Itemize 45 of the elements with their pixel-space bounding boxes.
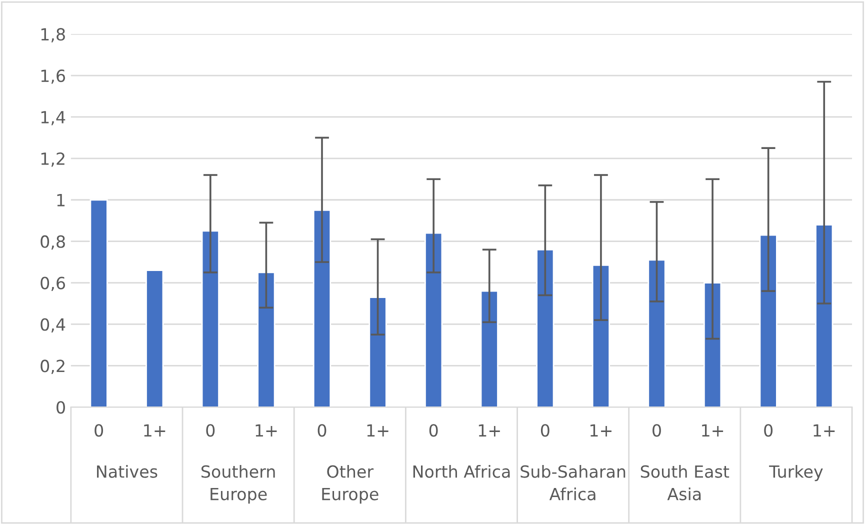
y-tick-label: 0,2	[40, 360, 64, 374]
bar	[815, 224, 834, 408]
text: North Africa	[413, 464, 510, 478]
y-tick-label: 1,6	[41, 69, 66, 84]
bar	[536, 248, 554, 408]
text: Natives	[97, 464, 158, 478]
y-tick-label: 0	[56, 401, 65, 414]
bar	[312, 210, 332, 408]
text: Southern Europe	[202, 464, 275, 504]
bar	[703, 282, 722, 408]
x-tick-label: 0	[206, 424, 215, 437]
x-tick-label: 0	[652, 424, 661, 437]
x-tick-label: 1+	[702, 424, 724, 436]
x-tick-label: 0	[540, 424, 550, 437]
x-tick-label: 0	[94, 424, 104, 437]
y-tick-label: 0,8	[40, 235, 65, 250]
y-tick-label: 0,4	[40, 318, 66, 333]
x-tick-label: 0	[429, 424, 438, 437]
bar	[592, 264, 610, 408]
bar	[480, 290, 498, 408]
text: Sub-Saharan Africa	[520, 464, 626, 500]
text: Other Europe	[322, 464, 378, 504]
bar	[648, 259, 666, 408]
x-tick-label: 1+	[256, 424, 277, 436]
bar	[424, 232, 443, 408]
y-tick-label: 0,6	[40, 276, 66, 292]
y-tick-label: 1,8	[41, 28, 65, 42]
y-tick-label: 1	[57, 194, 65, 206]
bar	[90, 199, 108, 408]
y-tick-label: 1,4	[41, 111, 66, 126]
text: Turkey	[769, 464, 823, 482]
x-tick-label: 0	[764, 424, 773, 437]
x-tick-label: 1+	[144, 424, 166, 436]
y-tick-label: 1,2	[41, 152, 64, 167]
x-tick-label: 1+	[478, 424, 500, 436]
x-tick-label: 1+	[367, 424, 388, 436]
bar	[146, 270, 164, 408]
bar	[368, 296, 387, 408]
bar	[201, 230, 220, 408]
bar	[759, 234, 778, 408]
x-tick-label: 1+	[590, 424, 612, 436]
x-tick-label: 1+	[814, 424, 835, 436]
x-tick-label: 0	[318, 424, 326, 437]
bar	[257, 272, 276, 408]
text: South East Asia	[640, 464, 730, 500]
